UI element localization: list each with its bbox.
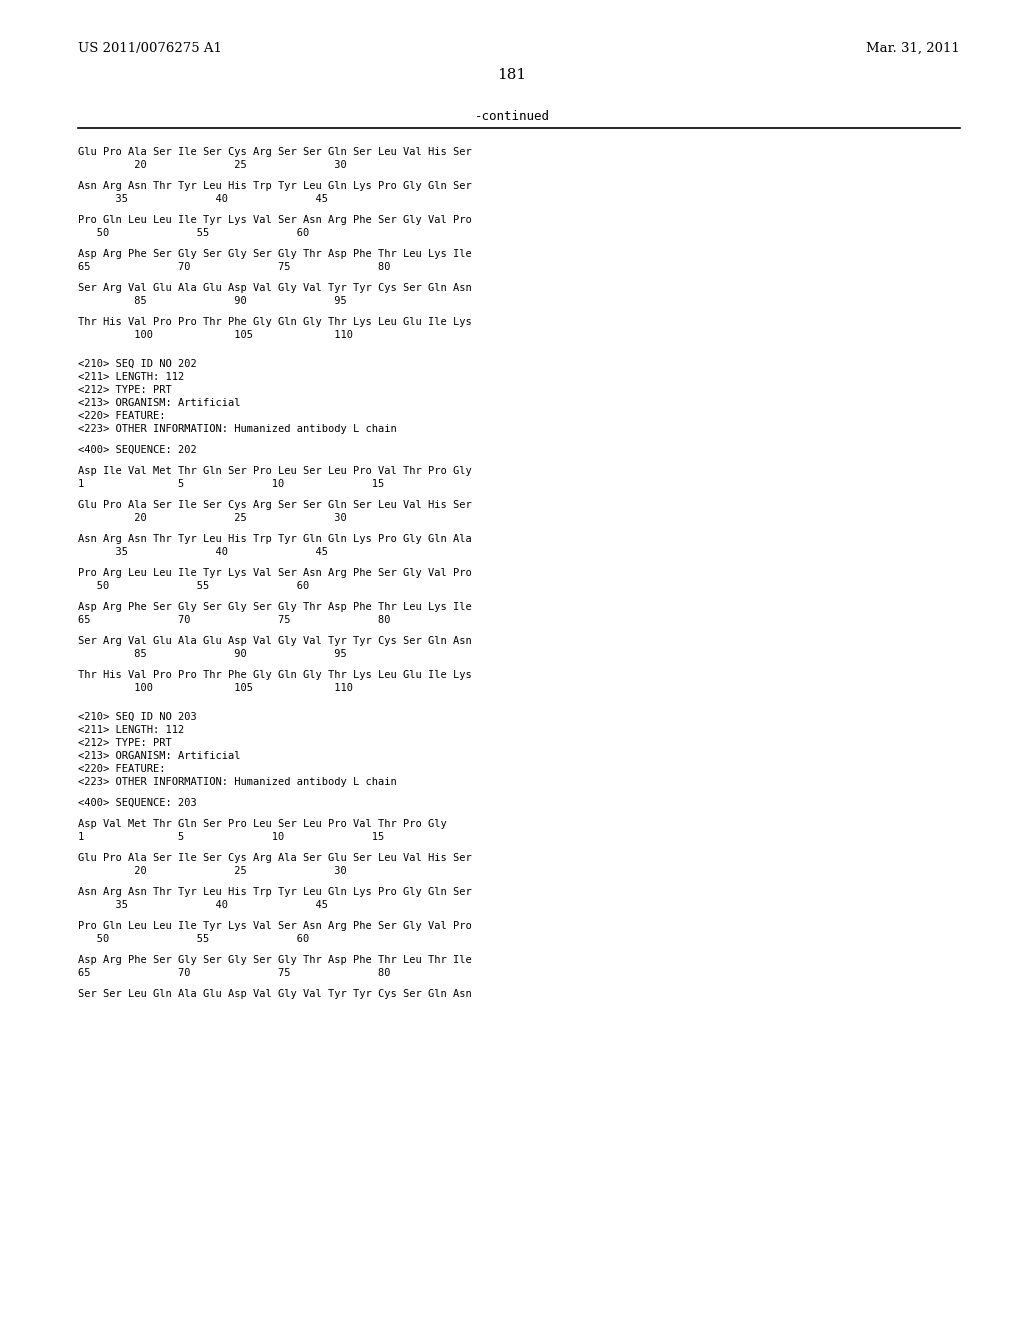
- Text: Pro Gln Leu Leu Ile Tyr Lys Val Ser Asn Arg Phe Ser Gly Val Pro: Pro Gln Leu Leu Ile Tyr Lys Val Ser Asn …: [78, 921, 472, 931]
- Text: Glu Pro Ala Ser Ile Ser Cys Arg Ala Ser Glu Ser Leu Val His Ser: Glu Pro Ala Ser Ile Ser Cys Arg Ala Ser …: [78, 853, 472, 863]
- Text: 50              55              60: 50 55 60: [78, 581, 309, 591]
- Text: <223> OTHER INFORMATION: Humanized antibody L chain: <223> OTHER INFORMATION: Humanized antib…: [78, 777, 396, 787]
- Text: Asn Arg Asn Thr Tyr Leu His Trp Tyr Leu Gln Lys Pro Gly Gln Ser: Asn Arg Asn Thr Tyr Leu His Trp Tyr Leu …: [78, 181, 472, 191]
- Text: <220> FEATURE:: <220> FEATURE:: [78, 411, 166, 421]
- Text: <213> ORGANISM: Artificial: <213> ORGANISM: Artificial: [78, 751, 241, 762]
- Text: 50              55              60: 50 55 60: [78, 228, 309, 238]
- Text: Asp Arg Phe Ser Gly Ser Gly Ser Gly Thr Asp Phe Thr Leu Lys Ile: Asp Arg Phe Ser Gly Ser Gly Ser Gly Thr …: [78, 249, 472, 259]
- Text: Asp Arg Phe Ser Gly Ser Gly Ser Gly Thr Asp Phe Thr Leu Thr Ile: Asp Arg Phe Ser Gly Ser Gly Ser Gly Thr …: [78, 954, 472, 965]
- Text: Pro Arg Leu Leu Ile Tyr Lys Val Ser Asn Arg Phe Ser Gly Val Pro: Pro Arg Leu Leu Ile Tyr Lys Val Ser Asn …: [78, 568, 472, 578]
- Text: Asp Arg Phe Ser Gly Ser Gly Ser Gly Thr Asp Phe Thr Leu Lys Ile: Asp Arg Phe Ser Gly Ser Gly Ser Gly Thr …: [78, 602, 472, 612]
- Text: Ser Ser Leu Gln Ala Glu Asp Val Gly Val Tyr Tyr Cys Ser Gln Asn: Ser Ser Leu Gln Ala Glu Asp Val Gly Val …: [78, 989, 472, 999]
- Text: Glu Pro Ala Ser Ile Ser Cys Arg Ser Ser Gln Ser Leu Val His Ser: Glu Pro Ala Ser Ile Ser Cys Arg Ser Ser …: [78, 147, 472, 157]
- Text: -continued: -continued: [474, 110, 550, 123]
- Text: Asn Arg Asn Thr Tyr Leu His Trp Tyr Gln Gln Lys Pro Gly Gln Ala: Asn Arg Asn Thr Tyr Leu His Trp Tyr Gln …: [78, 535, 472, 544]
- Text: <210> SEQ ID NO 203: <210> SEQ ID NO 203: [78, 711, 197, 722]
- Text: 65              70              75              80: 65 70 75 80: [78, 968, 390, 978]
- Text: <223> OTHER INFORMATION: Humanized antibody L chain: <223> OTHER INFORMATION: Humanized antib…: [78, 424, 396, 434]
- Text: 50              55              60: 50 55 60: [78, 935, 309, 944]
- Text: Asp Val Met Thr Gln Ser Pro Leu Ser Leu Pro Val Thr Pro Gly: Asp Val Met Thr Gln Ser Pro Leu Ser Leu …: [78, 818, 446, 829]
- Text: <213> ORGANISM: Artificial: <213> ORGANISM: Artificial: [78, 399, 241, 408]
- Text: <211> LENGTH: 112: <211> LENGTH: 112: [78, 725, 184, 735]
- Text: 35              40              45: 35 40 45: [78, 900, 328, 909]
- Text: <210> SEQ ID NO 202: <210> SEQ ID NO 202: [78, 359, 197, 370]
- Text: <400> SEQUENCE: 203: <400> SEQUENCE: 203: [78, 799, 197, 808]
- Text: Ser Arg Val Glu Ala Glu Asp Val Gly Val Tyr Tyr Cys Ser Gln Asn: Ser Arg Val Glu Ala Glu Asp Val Gly Val …: [78, 636, 472, 645]
- Text: 85              90              95: 85 90 95: [78, 649, 347, 659]
- Text: 35              40              45: 35 40 45: [78, 194, 328, 205]
- Text: <212> TYPE: PRT: <212> TYPE: PRT: [78, 738, 172, 748]
- Text: 1               5              10              15: 1 5 10 15: [78, 832, 384, 842]
- Text: <212> TYPE: PRT: <212> TYPE: PRT: [78, 385, 172, 395]
- Text: 20              25              30: 20 25 30: [78, 866, 347, 876]
- Text: 65              70              75              80: 65 70 75 80: [78, 615, 390, 624]
- Text: Glu Pro Ala Ser Ile Ser Cys Arg Ser Ser Gln Ser Leu Val His Ser: Glu Pro Ala Ser Ile Ser Cys Arg Ser Ser …: [78, 500, 472, 510]
- Text: 20              25              30: 20 25 30: [78, 513, 347, 523]
- Text: Asp Ile Val Met Thr Gln Ser Pro Leu Ser Leu Pro Val Thr Pro Gly: Asp Ile Val Met Thr Gln Ser Pro Leu Ser …: [78, 466, 472, 477]
- Text: 100             105             110: 100 105 110: [78, 682, 353, 693]
- Text: US 2011/0076275 A1: US 2011/0076275 A1: [78, 42, 222, 55]
- Text: 65              70              75              80: 65 70 75 80: [78, 261, 390, 272]
- Text: Pro Gln Leu Leu Ile Tyr Lys Val Ser Asn Arg Phe Ser Gly Val Pro: Pro Gln Leu Leu Ile Tyr Lys Val Ser Asn …: [78, 215, 472, 224]
- Text: 1               5              10              15: 1 5 10 15: [78, 479, 384, 488]
- Text: <220> FEATURE:: <220> FEATURE:: [78, 764, 166, 774]
- Text: 100             105             110: 100 105 110: [78, 330, 353, 341]
- Text: 181: 181: [498, 69, 526, 82]
- Text: Ser Arg Val Glu Ala Glu Asp Val Gly Val Tyr Tyr Cys Ser Gln Asn: Ser Arg Val Glu Ala Glu Asp Val Gly Val …: [78, 282, 472, 293]
- Text: Mar. 31, 2011: Mar. 31, 2011: [866, 42, 961, 55]
- Text: Thr His Val Pro Pro Thr Phe Gly Gln Gly Thr Lys Leu Glu Ile Lys: Thr His Val Pro Pro Thr Phe Gly Gln Gly …: [78, 317, 472, 327]
- Text: Asn Arg Asn Thr Tyr Leu His Trp Tyr Leu Gln Lys Pro Gly Gln Ser: Asn Arg Asn Thr Tyr Leu His Trp Tyr Leu …: [78, 887, 472, 898]
- Text: 35              40              45: 35 40 45: [78, 546, 328, 557]
- Text: <400> SEQUENCE: 202: <400> SEQUENCE: 202: [78, 445, 197, 455]
- Text: 85              90              95: 85 90 95: [78, 296, 347, 306]
- Text: <211> LENGTH: 112: <211> LENGTH: 112: [78, 372, 184, 381]
- Text: 20              25              30: 20 25 30: [78, 160, 347, 170]
- Text: Thr His Val Pro Pro Thr Phe Gly Gln Gly Thr Lys Leu Glu Ile Lys: Thr His Val Pro Pro Thr Phe Gly Gln Gly …: [78, 671, 472, 680]
